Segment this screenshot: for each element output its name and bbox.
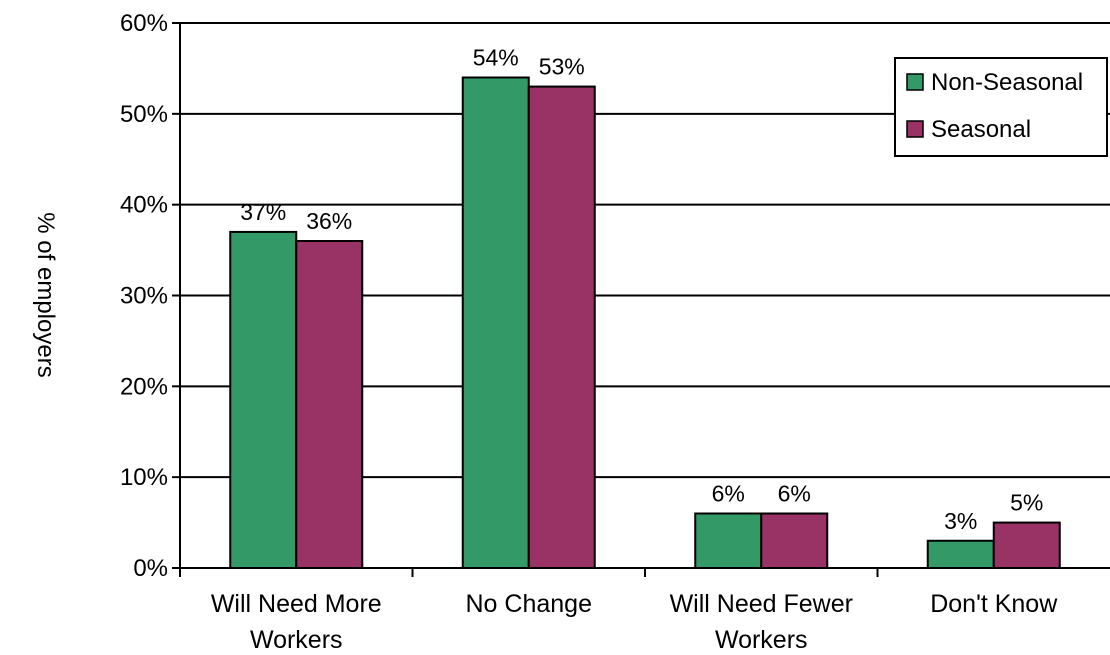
- y-tick-label: 50%: [120, 101, 168, 128]
- y-tick-label: 20%: [120, 373, 168, 400]
- y-tick-label: 30%: [120, 283, 168, 310]
- y-tick-label: 10%: [120, 464, 168, 491]
- x-axis-ticks: [179, 568, 879, 577]
- legend-label: Seasonal: [931, 116, 1031, 143]
- category-label: Will Need Fewer Workers: [670, 590, 853, 654]
- bar-seasonal: [760, 512, 829, 569]
- bars: [229, 76, 1061, 570]
- data-label: 53%: [539, 54, 585, 80]
- bar-seasonal: [992, 521, 1061, 569]
- y-tick-label: 60%: [120, 10, 168, 37]
- data-label: 6%: [712, 481, 745, 507]
- bar-non-seasonal: [694, 512, 763, 569]
- bar-non-seasonal: [926, 539, 995, 569]
- data-label: 54%: [473, 45, 519, 71]
- bar-non-seasonal: [461, 76, 530, 569]
- bar-seasonal: [527, 85, 596, 569]
- y-tick-label: 0%: [133, 555, 168, 582]
- legend-swatch: [906, 120, 924, 138]
- y-tick-label: 40%: [120, 192, 168, 219]
- legend: Non-Seasonal Seasonal: [894, 57, 1108, 157]
- data-labels: 37% 36% 54% 53% 6% 6% 3% 5%: [240, 45, 1043, 534]
- y-axis-ticks: 0% 10% 20% 30% 40% 50% 60%: [120, 10, 180, 582]
- legend-box: [894, 57, 1108, 157]
- data-label: 37%: [240, 199, 286, 225]
- data-label: 5%: [1010, 490, 1043, 516]
- category-label: No Change: [466, 590, 592, 618]
- legend-label: Non-Seasonal: [931, 69, 1083, 96]
- category-label: Don't Know: [930, 590, 1058, 618]
- bar-non-seasonal: [229, 230, 298, 570]
- y-axis-title: % of employers: [32, 212, 59, 377]
- data-label: 3%: [944, 508, 977, 534]
- legend-swatch: [906, 73, 924, 91]
- bar-seasonal: [295, 240, 364, 569]
- category-label: Will Need More Workers: [211, 590, 382, 654]
- data-label: 36%: [306, 208, 352, 234]
- category-labels: Will Need More Workers No Change Will Need …: [211, 590, 1058, 654]
- data-label: 6%: [778, 481, 811, 507]
